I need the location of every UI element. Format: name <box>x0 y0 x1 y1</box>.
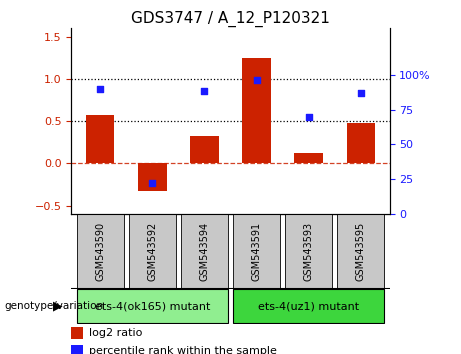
Bar <box>285 214 332 289</box>
Bar <box>295 153 323 164</box>
Bar <box>77 289 228 323</box>
Text: GSM543595: GSM543595 <box>356 222 366 281</box>
Bar <box>71 345 83 354</box>
Point <box>253 78 260 83</box>
Bar <box>77 214 124 289</box>
Bar <box>190 136 219 164</box>
Text: ets-4(ok165) mutant: ets-4(ok165) mutant <box>95 301 210 311</box>
Text: ets-4(uz1) mutant: ets-4(uz1) mutant <box>258 301 359 311</box>
Text: log2 ratio: log2 ratio <box>89 328 142 338</box>
Bar <box>129 214 176 289</box>
Text: GSM543590: GSM543590 <box>95 222 105 281</box>
Text: GSM543591: GSM543591 <box>252 222 261 281</box>
Bar <box>71 327 83 339</box>
Point <box>148 181 156 186</box>
Text: GSM543594: GSM543594 <box>200 222 209 281</box>
Text: genotype/variation: genotype/variation <box>5 301 104 311</box>
Text: GSM543593: GSM543593 <box>304 222 314 281</box>
Point <box>96 86 104 92</box>
Bar <box>181 214 228 289</box>
Bar <box>86 115 114 164</box>
Bar <box>138 164 166 192</box>
Point <box>357 90 365 96</box>
Bar <box>233 214 280 289</box>
Point <box>305 114 313 119</box>
Title: GDS3747 / A_12_P120321: GDS3747 / A_12_P120321 <box>131 11 330 27</box>
Bar <box>233 289 384 323</box>
Text: ▶: ▶ <box>53 300 62 313</box>
Bar <box>337 214 384 289</box>
Bar <box>242 58 271 164</box>
Bar <box>347 123 375 164</box>
Text: GSM543592: GSM543592 <box>147 222 157 281</box>
Point <box>201 88 208 94</box>
Text: percentile rank within the sample: percentile rank within the sample <box>89 346 277 354</box>
